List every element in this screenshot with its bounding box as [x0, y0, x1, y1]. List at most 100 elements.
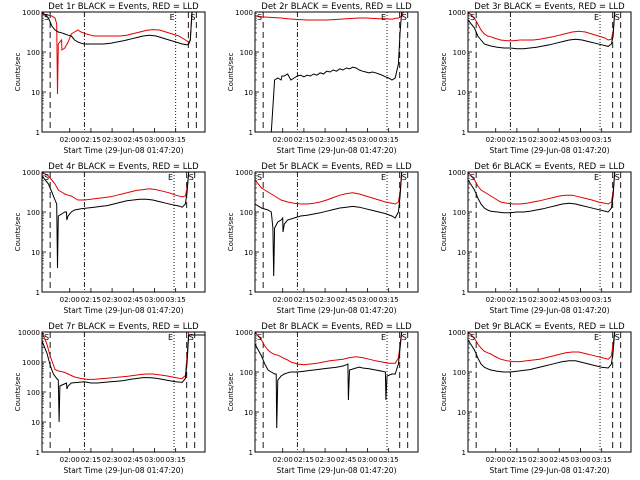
- y-tick-label: 100: [453, 49, 466, 57]
- detector-panel: Det 2r BLACK = Events, RED = LLD 1 10 100 10…: [213, 0, 426, 160]
- plot-frame: [254, 171, 419, 293]
- x-axis-label: Start Time (29-Jun-08 01:47:20): [490, 466, 610, 475]
- y-tick-label: 1000: [22, 359, 40, 367]
- chart-title: Det 4r BLACK = Events, RED = LLD: [48, 162, 199, 172]
- x-tick-label: 02:45: [549, 136, 569, 144]
- lld-series-line: [468, 12, 631, 42]
- lld-series-line: [468, 172, 631, 205]
- x-axis-label: Start Time (29-Jun-08 01:47:20): [490, 306, 610, 315]
- detector-panel: Det 6r BLACK = Events, RED = LLD 1 10 100 10…: [426, 160, 639, 320]
- end-marker-label: E: [168, 173, 173, 182]
- y-tick-label: 100: [453, 209, 466, 217]
- y-tick-label: 1000: [235, 329, 253, 337]
- x-tick-label: 03:15: [166, 296, 186, 304]
- detector-chart: Det 4r BLACK = Events, RED = LLD 1 10 100 10…: [14, 162, 206, 315]
- x-axis-label: Start Time (29-Jun-08 01:47:20): [277, 306, 397, 315]
- start-marker-label: S: [470, 333, 475, 342]
- y-tick-label: 10000: [18, 329, 40, 337]
- x-tick-label: 02:00: [273, 296, 293, 304]
- plot-frame: [254, 11, 419, 133]
- x-tick-label: 03:15: [379, 136, 399, 144]
- start-marker-label: S: [44, 13, 49, 22]
- saa-marker-label: S: [402, 13, 407, 22]
- y-tick-label: 100: [240, 49, 253, 57]
- end-marker-label: E: [170, 13, 175, 22]
- y-axis-label: Counts/sec: [227, 373, 235, 412]
- y-axis-label: Counts/sec: [14, 213, 22, 252]
- detector-panel: Det 1r BLACK = Events, RED = LLD 1 10 100 10…: [0, 0, 213, 160]
- detector-chart: Det 6r BLACK = Events, RED = LLD 1 10 100 10…: [440, 162, 632, 315]
- events-series-line: [270, 12, 418, 132]
- y-tick-label: 1: [462, 129, 466, 137]
- x-tick-label: 02:00: [486, 456, 506, 464]
- y-tick-label: 1000: [22, 169, 40, 177]
- lld-series-line: [42, 172, 205, 201]
- x-tick-label: 03:00: [357, 456, 377, 464]
- x-tick-label: 02:15: [507, 296, 527, 304]
- x-tick-label: 02:00: [60, 136, 80, 144]
- y-tick-label: 100: [27, 49, 40, 57]
- x-tick-label: 03:15: [592, 296, 612, 304]
- x-tick-label: 02:45: [549, 296, 569, 304]
- saa-marker-label: S: [402, 333, 407, 342]
- lld-series-line: [255, 12, 418, 21]
- y-tick-label: 10: [457, 249, 466, 257]
- x-tick-label: 02:30: [102, 296, 122, 304]
- y-tick-label: 1000: [448, 169, 466, 177]
- x-tick-label: 02:15: [294, 136, 314, 144]
- x-tick-label: 02:45: [123, 296, 143, 304]
- y-tick-label: 100: [240, 369, 253, 377]
- chart-title: Det 9r BLACK = Events, RED = LLD: [474, 322, 625, 332]
- detector-chart: Det 3r BLACK = Events, RED = LLD 1 10 100 10…: [440, 2, 632, 155]
- y-tick-label: 1000: [235, 169, 253, 177]
- x-tick-label: 02:15: [294, 456, 314, 464]
- x-tick-label: 03:00: [144, 296, 164, 304]
- start-marker-label: S: [470, 13, 475, 22]
- y-tick-label: 100: [240, 209, 253, 217]
- x-tick-label: 02:00: [273, 456, 293, 464]
- x-tick-label: 02:15: [507, 136, 527, 144]
- chart-title: Det 1r BLACK = Events, RED = LLD: [48, 2, 199, 12]
- end-marker-label: E: [381, 173, 386, 182]
- x-tick-label: 03:00: [357, 136, 377, 144]
- y-tick-label: 10: [31, 419, 40, 427]
- y-tick-label: 1: [36, 289, 40, 297]
- x-tick-label: 03:00: [357, 296, 377, 304]
- x-tick-label: 02:30: [528, 456, 548, 464]
- saa-marker-label: S: [189, 333, 194, 342]
- x-tick-label: 03:00: [570, 456, 590, 464]
- y-tick-label: 1: [249, 129, 253, 137]
- start-marker-label: S: [257, 333, 262, 342]
- chart-title: Det 8r BLACK = Events, RED = LLD: [261, 322, 412, 332]
- y-tick-label: 1000: [22, 9, 40, 17]
- lld-series-line: [255, 172, 418, 205]
- detector-chart: Det 1r BLACK = Events, RED = LLD 1 10 100 10…: [14, 2, 206, 155]
- x-tick-label: 02:45: [123, 136, 143, 144]
- y-axis-label: Counts/sec: [14, 373, 22, 412]
- y-tick-label: 1: [36, 449, 40, 457]
- y-tick-label: 1: [462, 449, 466, 457]
- lld-series-line: [255, 332, 418, 366]
- detector-chart: Det 7r BLACK = Events, RED = LLD 1 10 100 10…: [14, 322, 206, 475]
- start-marker-label: S: [44, 173, 49, 182]
- x-tick-label: 02:00: [486, 136, 506, 144]
- y-tick-label: 10: [457, 89, 466, 97]
- y-tick-label: 10: [457, 409, 466, 417]
- y-tick-label: 100: [453, 369, 466, 377]
- x-tick-label: 02:30: [315, 456, 335, 464]
- events-series-line: [42, 172, 205, 269]
- y-axis-label: Counts/sec: [440, 53, 448, 92]
- plot-frame: [467, 11, 632, 133]
- x-tick-label: 03:15: [166, 456, 186, 464]
- x-tick-label: 02:15: [81, 456, 101, 464]
- chart-title: Det 7r BLACK = Events, RED = LLD: [48, 322, 199, 332]
- x-tick-label: 02:15: [294, 296, 314, 304]
- start-marker-label: S: [257, 13, 262, 22]
- x-tick-label: 02:00: [60, 296, 80, 304]
- plot-frame: [467, 331, 632, 453]
- x-axis-label: Start Time (29-Jun-08 01:47:20): [64, 306, 184, 315]
- y-tick-label: 1000: [448, 329, 466, 337]
- x-tick-label: 02:45: [549, 456, 569, 464]
- x-tick-label: 02:45: [336, 296, 356, 304]
- y-tick-label: 10: [244, 409, 253, 417]
